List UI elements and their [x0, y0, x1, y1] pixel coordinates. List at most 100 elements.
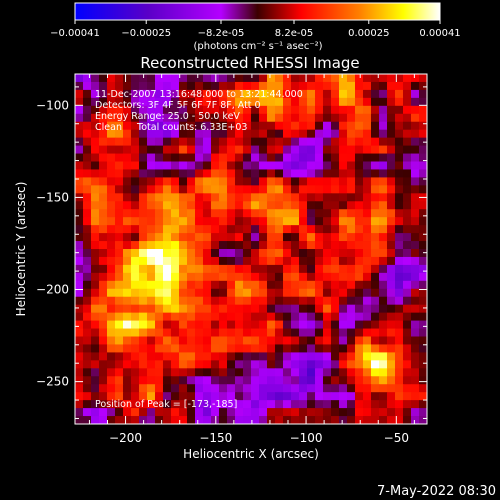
heatmap-cell	[235, 256, 244, 266]
heatmap-cell	[99, 193, 108, 202]
heatmap-cell	[347, 137, 356, 146]
heatmap-cell	[83, 264, 92, 274]
heatmap-cell	[283, 272, 292, 282]
heatmap-cell	[115, 74, 124, 83]
heatmap-cell	[243, 400, 252, 409]
heatmap-cell	[363, 81, 372, 91]
heatmap-cell	[99, 352, 108, 361]
heatmap-cell	[83, 113, 92, 123]
heatmap-cell	[331, 74, 340, 83]
heatmap-cell	[387, 137, 396, 146]
heatmap-cell	[75, 312, 84, 321]
heatmap-cell	[347, 264, 356, 274]
heatmap-cell	[99, 185, 108, 194]
heatmap-cell	[187, 217, 196, 226]
heatmap-cell	[91, 74, 100, 83]
heatmap-cell	[275, 352, 284, 361]
heatmap-cell	[131, 81, 140, 91]
heatmap-cell	[171, 217, 180, 226]
heatmap-cell	[235, 328, 244, 337]
heatmap-cell	[363, 272, 372, 282]
heatmap-cell	[171, 209, 180, 218]
heatmap-cell	[187, 241, 196, 250]
heatmap-cell	[339, 129, 348, 139]
heatmap-cell	[419, 416, 428, 425]
heatmap-cell	[227, 320, 236, 329]
heatmap-cell	[123, 209, 132, 218]
heatmap-cell	[403, 384, 412, 393]
heatmap-cell	[387, 209, 396, 218]
heatmap-cell	[339, 408, 348, 417]
heatmap-cell	[211, 177, 220, 186]
heatmap-cell	[331, 344, 340, 353]
heatmap-cell	[259, 201, 268, 210]
heatmap-cell	[251, 209, 260, 218]
heatmap-cell	[299, 225, 308, 234]
heatmap-cell	[147, 320, 156, 329]
heatmap-cell	[83, 336, 92, 345]
heatmap-cell	[243, 344, 252, 353]
heatmap-cell	[131, 241, 140, 250]
heatmap-cell	[139, 328, 148, 337]
heatmap-cell	[315, 264, 324, 274]
heatmap-cell	[371, 272, 380, 282]
heatmap-cell	[379, 280, 388, 290]
heatmap-cell	[139, 193, 148, 202]
heatmap-cell	[395, 193, 404, 202]
heatmap-cell	[83, 177, 92, 186]
heatmap-cell	[163, 249, 172, 258]
heatmap-cell	[275, 320, 284, 329]
heatmap-cell	[235, 296, 244, 306]
heatmap-cell	[195, 81, 204, 91]
heatmap-cell	[355, 264, 364, 274]
heatmap-cell	[187, 392, 196, 401]
heatmap-cell	[259, 89, 268, 99]
heatmap-cell	[315, 416, 324, 425]
heatmap-cell	[211, 81, 220, 91]
heatmap-cell	[131, 169, 140, 178]
heatmap-cell	[91, 304, 100, 314]
x-tick-label: −100	[290, 431, 323, 445]
heatmap-cell	[315, 209, 324, 218]
heatmap-cell	[419, 336, 428, 345]
heatmap-cell	[211, 201, 220, 210]
heatmap-cell	[371, 241, 380, 250]
heatmap-cell	[115, 360, 124, 369]
heatmap-cell	[323, 105, 332, 115]
heatmap-cell	[243, 201, 252, 210]
heatmap-cell	[91, 137, 100, 146]
heatmap-cell	[331, 416, 340, 425]
heatmap-cell	[267, 336, 276, 345]
heatmap-cell	[419, 368, 428, 377]
heatmap-cell	[187, 201, 196, 210]
heatmap-cell	[347, 177, 356, 186]
heatmap-cell	[275, 217, 284, 226]
heatmap-cell	[211, 400, 220, 409]
heatmap-cell	[147, 161, 156, 170]
heatmap-cell	[131, 360, 140, 369]
heatmap-cell	[195, 145, 204, 154]
heatmap-cell	[107, 129, 116, 139]
heatmap-cell	[259, 392, 268, 401]
heatmap-cell	[235, 217, 244, 226]
heatmap-cell	[379, 129, 388, 139]
heatmap-cell	[211, 129, 220, 139]
heatmap-cell	[171, 169, 180, 178]
heatmap-cell	[323, 153, 332, 162]
heatmap-cell	[355, 201, 364, 210]
heatmap-cell	[243, 352, 252, 361]
heatmap-cell	[275, 97, 284, 107]
heatmap-cell	[419, 81, 428, 91]
heatmap-cell	[155, 233, 164, 242]
heatmap-cell	[171, 256, 180, 266]
heatmap-cell	[171, 161, 180, 170]
heatmap-cell	[363, 209, 372, 218]
heatmap-cell	[323, 296, 332, 306]
heatmap-cell	[131, 328, 140, 337]
heatmap-cell	[323, 121, 332, 131]
heatmap-cell	[155, 74, 164, 83]
heatmap-cell	[115, 225, 124, 234]
heatmap-cell	[403, 304, 412, 314]
heatmap-cell	[243, 185, 252, 194]
heatmap-cell	[259, 304, 268, 314]
